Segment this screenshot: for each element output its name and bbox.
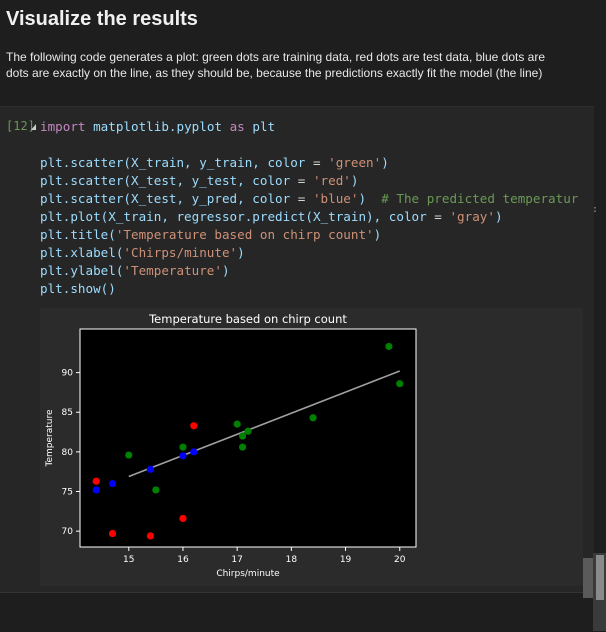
code-token-fn: plt.title( — [40, 227, 116, 242]
y-axis-label: Temperature — [45, 409, 55, 467]
code-token-comment: # The predicted temperatur — [381, 191, 579, 206]
x-tick-label: 19 — [340, 555, 352, 565]
code-token-end: ) — [350, 173, 359, 188]
code-token-str: 'gray' — [441, 209, 495, 224]
code-token-end: ) — [373, 227, 382, 242]
data-point — [92, 486, 100, 494]
data-point — [92, 477, 100, 485]
code-token-fn: plt.show() — [40, 281, 116, 296]
data-point — [146, 532, 155, 540]
x-tick-label: 15 — [123, 555, 134, 565]
data-point — [238, 432, 247, 440]
as-keyword: as — [229, 119, 245, 134]
y-tick-label: 75 — [62, 488, 73, 498]
code-line[interactable]: plt.xlabel('Chirps/minute') — [40, 245, 245, 260]
chart-title: Temperature based on chirp count — [148, 312, 347, 326]
data-point — [190, 422, 198, 430]
data-point — [244, 427, 252, 435]
code-token-fn: plt.scatter(X_train, y_train, color — [40, 155, 313, 170]
code-token-fn: plt.scatter(X_test, y_test, color — [40, 173, 298, 188]
module-name: matplotlib.pyplot — [93, 119, 222, 134]
code-token-str: 'red' — [305, 173, 351, 188]
output-area: 15 16 17 18 19 20 70 75 80 85 90 Temperature based … — [40, 308, 583, 586]
code-line[interactable]: plt.ylabel('Temperature') — [40, 263, 230, 278]
x-tick-label: 20 — [394, 555, 406, 565]
plot-area — [79, 328, 417, 548]
code-token-end: ) — [237, 245, 245, 260]
data-point — [233, 420, 241, 428]
code-token-op: = — [297, 173, 306, 188]
code-token-str: 'blue' — [305, 191, 359, 206]
scatter-plot: 15 16 17 18 19 20 70 75 80 85 90 Temperature based … — [45, 312, 417, 579]
y-tick-label: 70 — [62, 527, 74, 537]
x-tick-label: 18 — [286, 555, 298, 565]
code-token-fn: plt.ylabel( — [40, 263, 124, 278]
code-token-str: 'Temperature' — [123, 263, 222, 278]
horizontal-scroll-handle[interactable] — [583, 558, 593, 598]
x-axis-label: Chirps/minute — [216, 569, 280, 579]
import-keyword: import — [40, 119, 86, 134]
code-line[interactable]: plt.plot(X_train, regressor.predict(X_tr… — [40, 209, 503, 224]
collapse-triangle-icon[interactable] — [31, 124, 36, 130]
y-tick-label: 80 — [62, 448, 74, 458]
data-point — [108, 479, 117, 488]
data-point — [396, 380, 404, 388]
data-point — [108, 529, 117, 538]
code-line[interactable]: plt.scatter(X_test, y_pred, color = 'blu… — [40, 191, 578, 206]
code-token-end: ) — [381, 155, 389, 170]
markdown-line-1: The following code generates a plot: gre… — [6, 50, 546, 64]
module-alias: plt — [252, 119, 276, 134]
code-token-end: ) — [221, 263, 230, 278]
y-tick-label: 85 — [62, 408, 73, 418]
data-point — [385, 342, 393, 351]
code-token-op: = — [434, 209, 442, 224]
data-point — [179, 452, 187, 460]
code-token-end: ) — [358, 191, 382, 206]
code-token-op: = — [297, 191, 306, 206]
data-point — [179, 514, 187, 523]
x-tick-label: 16 — [177, 555, 189, 565]
data-point — [179, 443, 187, 451]
code-token-fn: plt.xlabel( — [40, 245, 124, 260]
code-token-end: ) — [494, 209, 503, 224]
code-token-str: 'Chirps/minute' — [123, 245, 238, 260]
section-title: Visualize the results — [6, 8, 198, 30]
markdown-text: The following code generates a plot: gre… — [6, 49, 600, 81]
code-token-str: 'Temperature based on chirp count' — [115, 227, 374, 242]
code-line[interactable]: plt.show() — [40, 281, 116, 296]
y-tick-label: 90 — [62, 369, 74, 379]
code-token-str: 'green' — [320, 155, 382, 170]
code-line[interactable]: plt.scatter(X_train, y_train, color = 'g… — [40, 155, 389, 170]
execution-count: [12] — [6, 119, 35, 133]
code-token-op: = — [312, 155, 321, 170]
next-cell[interactable] — [0, 592, 594, 632]
code-token-fn: plt.scatter(X_test, y_pred, color — [40, 191, 298, 206]
data-point — [152, 486, 160, 494]
code-token-fn: plt.plot(X_train, regressor.predict(X_tr… — [40, 209, 435, 224]
data-point — [238, 443, 247, 451]
markdown-line-2: dots are exactly on the line, as they sh… — [6, 66, 543, 80]
scrollbar-thumb[interactable] — [596, 555, 604, 600]
data-point — [125, 451, 133, 459]
markdown-cell[interactable]: Visualize the results The following code… — [0, 0, 600, 94]
code-line[interactable]: plt.title('Temperature based on chirp co… — [40, 227, 381, 242]
x-tick-label: 17 — [231, 555, 242, 565]
overflow-marker: : — [592, 204, 599, 215]
data-point — [190, 448, 198, 456]
regression-line — [128, 370, 401, 478]
code-line[interactable]: plt.scatter(X_test, y_test, color = 'red… — [40, 173, 358, 188]
code-line-import[interactable]: import matplotlib.pyplot as plt — [40, 119, 275, 134]
data-point — [146, 465, 155, 473]
data-point — [309, 414, 317, 422]
